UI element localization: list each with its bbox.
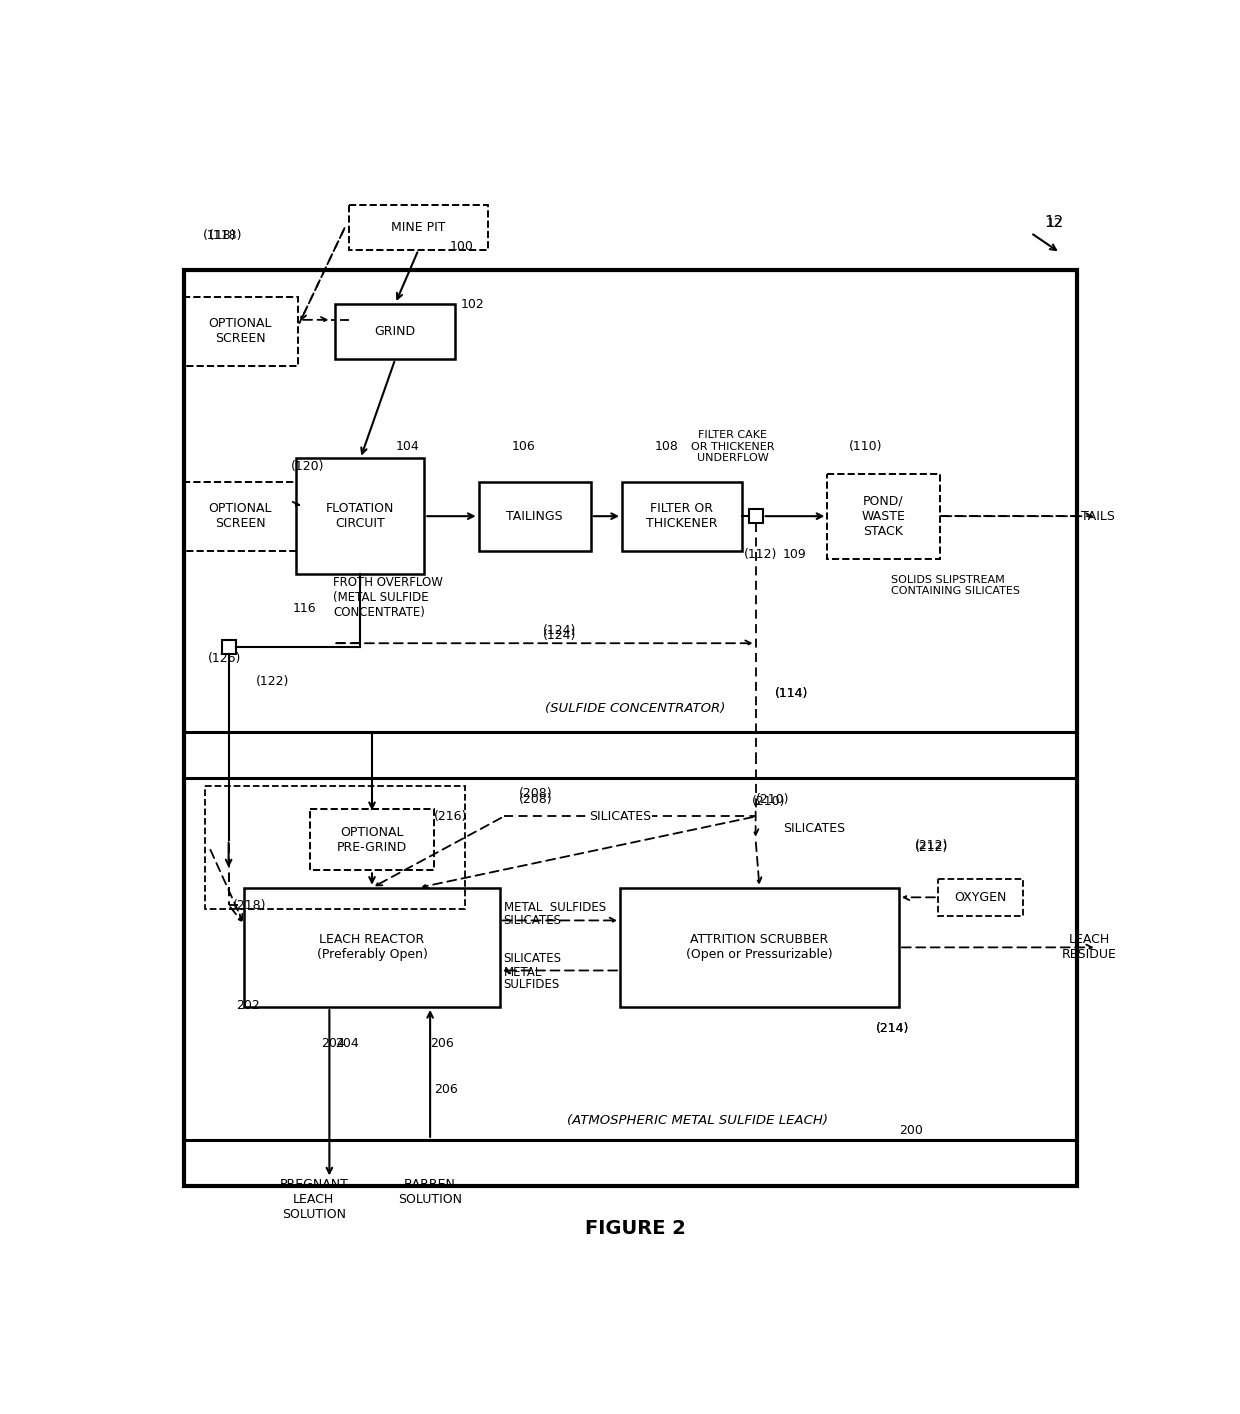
Text: (114): (114) [775, 687, 808, 700]
Text: 202: 202 [237, 998, 260, 1011]
Bar [479, 482, 591, 551]
Text: FILTER CAKE
OR THICKENER
UNDERFLOW: FILTER CAKE OR THICKENER UNDERFLOW [691, 430, 774, 464]
Text: 108: 108 [655, 440, 678, 454]
Text: METAL  SULFIDES: METAL SULFIDES [503, 901, 606, 913]
Text: 206: 206 [430, 1036, 454, 1051]
Text: FILTER OR
THICKENER: FILTER OR THICKENER [646, 502, 718, 530]
Text: 106: 106 [511, 440, 536, 454]
Text: (114): (114) [775, 687, 808, 700]
Bar [185, 778, 1078, 1140]
Text: 104: 104 [396, 440, 419, 454]
Text: OPTIONAL
SCREEN: OPTIONAL SCREEN [208, 317, 272, 345]
Text: (120): (120) [290, 460, 324, 472]
Text: (122): (122) [255, 676, 289, 689]
Text: (ATMOSPHERIC METAL SULFIDE LEACH): (ATMOSPHERIC METAL SULFIDE LEACH) [567, 1114, 828, 1127]
Text: (212): (212) [915, 841, 947, 854]
Text: 204: 204 [321, 1036, 346, 1051]
Text: (218): (218) [233, 898, 267, 912]
Text: LEACH
RESIDUE: LEACH RESIDUE [1061, 933, 1116, 962]
Text: SILICATES: SILICATES [503, 953, 562, 966]
Text: OPTIONAL
SCREEN: OPTIONAL SCREEN [208, 502, 272, 530]
Text: (124): (124) [543, 629, 575, 642]
Text: FIGURE 2: FIGURE 2 [585, 1219, 686, 1237]
Text: 100: 100 [449, 240, 474, 253]
Text: FLOTATION
CIRCUIT: FLOTATION CIRCUIT [326, 502, 394, 530]
Text: 12: 12 [1044, 215, 1064, 229]
Bar [310, 809, 434, 871]
Bar [749, 509, 763, 523]
Text: BARREN
SOLUTION: BARREN SOLUTION [398, 1178, 463, 1206]
Text: (216): (216) [434, 810, 467, 823]
Text: (118): (118) [203, 229, 237, 242]
Text: METAL: METAL [503, 966, 542, 978]
Text: (112): (112) [744, 549, 777, 561]
Bar [244, 888, 500, 1007]
Bar [620, 888, 899, 1007]
Bar [827, 474, 940, 559]
Bar [296, 458, 424, 574]
Text: GRIND: GRIND [374, 325, 415, 338]
Text: SILICATES: SILICATES [782, 822, 844, 834]
Bar [348, 205, 489, 250]
Text: 109: 109 [782, 549, 806, 561]
Text: 12: 12 [1047, 218, 1061, 230]
Text: 102: 102 [461, 298, 485, 311]
Text: OXYGEN: OXYGEN [955, 891, 1007, 904]
Text: PREGNANT
LEACH
SOLUTION: PREGNANT LEACH SOLUTION [279, 1178, 348, 1222]
Text: (214): (214) [875, 1022, 909, 1035]
Text: (SULFIDE CONCENTRATOR): (SULFIDE CONCENTRATOR) [546, 703, 725, 715]
Bar [184, 297, 298, 366]
Text: FROTH OVERFLOW
(METAL SULFIDE
CONCENTRATE): FROTH OVERFLOW (METAL SULFIDE CONCENTRAT… [334, 575, 443, 618]
Text: TAILINGS: TAILINGS [506, 509, 563, 523]
Bar [184, 482, 298, 551]
Bar [622, 482, 742, 551]
Text: (208): (208) [520, 793, 553, 806]
Bar [185, 270, 1078, 732]
Text: 204: 204 [335, 1036, 358, 1051]
Text: (118): (118) [210, 229, 243, 242]
Bar [185, 270, 1078, 1186]
Bar [335, 304, 455, 359]
Text: TAILS: TAILS [1081, 509, 1115, 523]
Text: LEACH REACTOR
(Preferably Open): LEACH REACTOR (Preferably Open) [316, 933, 428, 962]
Bar [206, 786, 465, 909]
Text: (210): (210) [751, 795, 785, 807]
Text: 200: 200 [899, 1124, 923, 1137]
Text: (126): (126) [207, 652, 241, 665]
Text: SOLIDS SLIPSTREAM
CONTAINING SILICATES: SOLIDS SLIPSTREAM CONTAINING SILICATES [892, 574, 1021, 597]
Text: SULFIDES: SULFIDES [503, 978, 560, 991]
Text: SILICATES: SILICATES [589, 810, 651, 823]
Text: (110): (110) [848, 440, 882, 454]
Bar [222, 641, 236, 655]
Text: POND/
WASTE
STACK: POND/ WASTE STACK [862, 495, 905, 537]
Text: (210): (210) [755, 793, 789, 806]
Text: SILICATES: SILICATES [503, 913, 562, 928]
Text: (124): (124) [543, 624, 575, 636]
Text: 206: 206 [434, 1083, 458, 1096]
Text: MINE PIT: MINE PIT [392, 221, 445, 233]
Text: (208): (208) [520, 786, 553, 800]
Text: (214): (214) [875, 1022, 909, 1035]
Text: 116: 116 [293, 602, 316, 615]
Text: OPTIONAL
PRE-GRIND: OPTIONAL PRE-GRIND [337, 826, 407, 854]
Text: ATTRITION SCRUBBER
(Open or Pressurizable): ATTRITION SCRUBBER (Open or Pressurizabl… [686, 933, 833, 962]
Text: (212): (212) [915, 840, 947, 853]
Bar [937, 880, 1023, 916]
